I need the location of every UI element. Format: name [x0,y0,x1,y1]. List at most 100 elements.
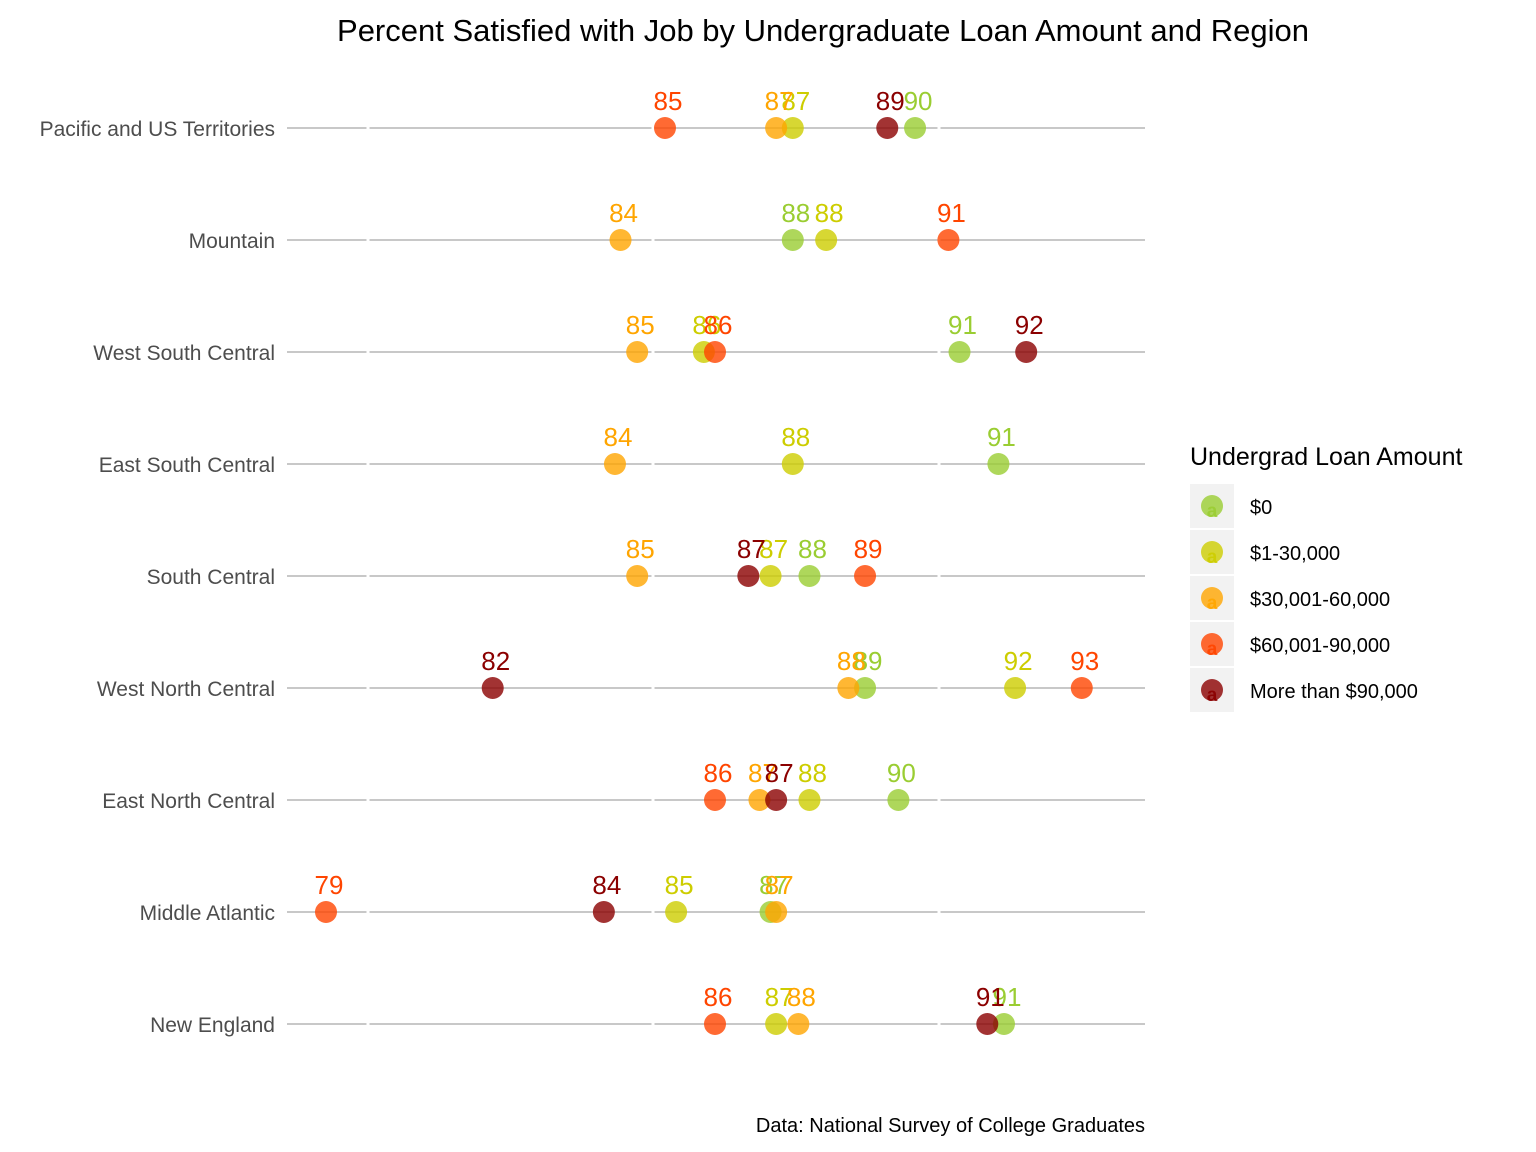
data-label: 84 [592,870,621,900]
data-point [626,341,649,363]
data-label: 88 [798,534,827,564]
region-labels: Pacific and US Territories Mountain West S… [40,118,275,1037]
data-point [603,453,626,475]
data-label: 90 [904,86,933,116]
data-point [704,1013,726,1035]
data-point [781,453,804,475]
data-point [665,901,688,923]
legend-key-swatch [1201,495,1223,517]
legend-label: $0 [1250,497,1272,519]
region-label: West South Central [93,342,275,365]
data-label: 88 [781,422,810,452]
data-label: 82 [481,646,510,676]
data-label: 88 [798,758,827,788]
data-point [765,901,788,923]
region-label: Middle Atlantic [140,902,275,925]
chart-caption: Data: National Survey of College Graduat… [756,1115,1145,1137]
data-label: 87 [748,758,777,788]
region-label: West North Central [97,678,275,701]
data-label: 85 [626,310,655,340]
data-label: 91 [937,198,966,228]
data-point [876,117,899,139]
legend: Undergrad Loan Amount a $0 a $1-30,000 a $30,… [1190,443,1462,712]
legend-label: $30,001-60,000 [1250,589,1390,611]
data-point [481,677,504,699]
data-point [937,229,960,251]
data-point [1070,677,1093,699]
data-label: 93 [1070,646,1099,676]
data-point [948,341,971,363]
data-label: 89 [854,646,883,676]
data-label: 84 [604,422,633,452]
data-point [765,117,788,139]
data-point [609,229,632,251]
data-label: 88 [837,646,866,676]
data-point [737,565,760,587]
data-point [787,1013,810,1035]
data-point [854,677,877,699]
legend-label: $60,001-90,000 [1250,635,1390,657]
data-point [887,789,910,811]
data-label: 79 [315,870,344,900]
data-label: 87 [759,870,788,900]
data-label: 88 [815,198,844,228]
data-point [798,789,821,811]
data-point [765,1013,788,1035]
legend-key-glyph: a [1207,501,1218,522]
data-point [704,789,726,811]
data-point [976,1013,999,1035]
data-label: 87 [765,870,794,900]
data-label: 86 [692,310,721,340]
data-point [592,901,615,923]
region-label: Mountain [189,230,275,253]
data-label: 92 [1004,646,1033,676]
data-label: 87 [759,534,788,564]
legend-label: More than $90,000 [1250,681,1418,703]
legend-key-swatch [1201,633,1223,655]
data-point [1004,677,1027,699]
data-point [653,117,676,139]
data-label: 89 [854,534,883,564]
data-point [904,117,927,139]
data-label: 87 [765,982,794,1012]
data-point [815,229,838,251]
data-point [837,677,860,699]
data-point [1015,341,1038,363]
gridlines [287,124,1145,1028]
data-label: 86 [704,310,733,340]
data-point [704,341,726,363]
region-label: East South Central [99,454,275,477]
data-points [315,117,1093,1035]
data-point [992,1013,1015,1035]
legend-keys: a $0 a $1-30,000 a $30,001-60,000 a $60,001-90,… [1190,484,1418,712]
data-label: 91 [993,982,1022,1012]
legend-key-glyph: a [1207,547,1218,568]
data-point [987,453,1010,475]
region-label: Pacific and US Territories [40,118,275,141]
legend-title: Undergrad Loan Amount [1190,443,1462,471]
data-point [781,229,804,251]
legend-key-swatch [1201,541,1223,563]
data-label: 87 [737,534,766,564]
legend-key-swatch [1201,587,1223,609]
data-label: 86 [704,982,733,1012]
data-label: 88 [787,982,816,1012]
region-label: New England [150,1014,275,1037]
data-label: 88 [781,198,810,228]
data-label: 87 [781,86,810,116]
data-point [315,901,337,923]
data-label: 84 [609,198,638,228]
data-point [854,565,877,587]
data-label: 92 [1015,310,1044,340]
data-label: 85 [626,534,655,564]
data-label: 87 [765,86,794,116]
data-point [798,565,821,587]
legend-key-glyph: a [1207,685,1218,706]
data-label: 85 [665,870,694,900]
region-label: East North Central [102,790,275,813]
legend-key-glyph: a [1207,639,1218,660]
data-point [759,565,782,587]
data-point [781,117,804,139]
